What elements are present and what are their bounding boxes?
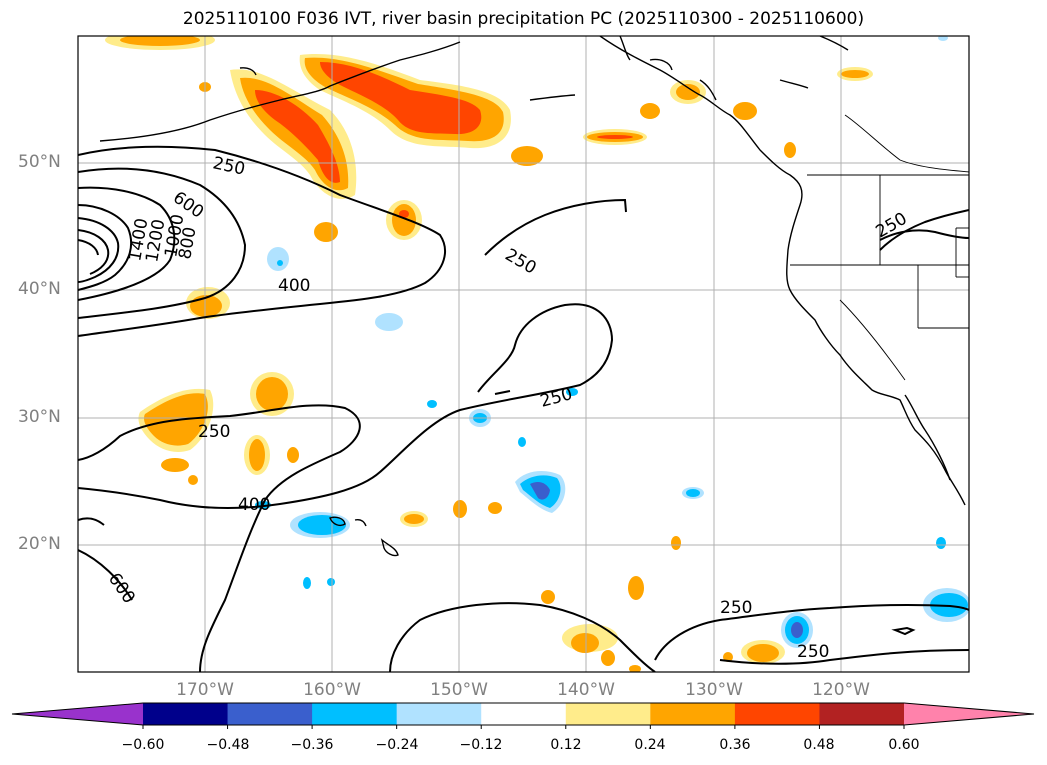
- colorbar-tick-label: 0.60: [888, 737, 920, 753]
- colorbar-over-arrow: [904, 703, 1034, 725]
- contour-label: 250: [538, 384, 575, 412]
- contour-label: 400: [238, 495, 270, 515]
- lat-label-40n: 40°N: [18, 279, 61, 299]
- contour-label: 600: [104, 569, 139, 607]
- precip-positive-patches: [105, 36, 873, 672]
- lon-label-170w: 170°W: [176, 680, 234, 700]
- colorbar-cell: [734, 703, 820, 725]
- colorbar: [11, 702, 1035, 729]
- coastlines: [99, 36, 966, 557]
- colorbar-tick-label: −0.60: [121, 737, 165, 753]
- colorbar-tick-label: 0.12: [550, 737, 582, 753]
- colorbar-tick-label: 0.36: [719, 737, 751, 753]
- lon-label-120w: 120°W: [812, 680, 870, 700]
- map-title: 2025110100 F036 IVT, river basin precipi…: [182, 9, 865, 29]
- colorbar-cell: [396, 703, 482, 725]
- colorbar-cell: [312, 703, 398, 725]
- graticule: [78, 36, 969, 672]
- colorbar-cell: [819, 703, 905, 725]
- contour-labels: 250 600 400 1400 1200 1000 800 250 250 4…: [104, 153, 911, 662]
- colorbar-cell: [565, 703, 651, 725]
- lon-label-150w: 150°W: [430, 680, 488, 700]
- contour-label: 250: [198, 422, 230, 442]
- borders: [790, 114, 969, 381]
- colorbar-tick-label: −0.48: [206, 737, 250, 753]
- ivt-contours: [78, 145, 969, 672]
- colorbar-cell: [227, 703, 313, 725]
- colorbar-tick-label: −0.36: [290, 737, 334, 753]
- contour-label: 250: [502, 245, 540, 279]
- colorbar-tick-label: −0.24: [375, 737, 419, 753]
- colorbar-tick-label: −0.12: [459, 737, 503, 753]
- contour-label: 250: [720, 598, 752, 618]
- colorbar-cell: [143, 703, 229, 725]
- colorbar-tick-label: 0.48: [803, 737, 835, 753]
- contour-label: 400: [278, 276, 310, 296]
- lon-label-160w: 160°W: [303, 680, 361, 700]
- lat-label-30n: 30°N: [18, 407, 61, 427]
- lon-label-130w: 130°W: [685, 680, 743, 700]
- colorbar-cell: [481, 703, 567, 725]
- contour-label: 800: [175, 225, 200, 260]
- contour-label: 250: [797, 642, 829, 662]
- colorbar-cell: [650, 703, 736, 725]
- contour-label: 250: [873, 209, 911, 243]
- lat-label-20n: 20°N: [18, 534, 61, 554]
- precip-negative-patches: [255, 36, 969, 648]
- map-frame: [77, 35, 970, 673]
- lon-label-140w: 140°W: [557, 680, 615, 700]
- lat-label-50n: 50°N: [18, 152, 61, 172]
- colorbar-tick-label: 0.24: [634, 737, 666, 753]
- colorbar-under-arrow: [12, 703, 143, 725]
